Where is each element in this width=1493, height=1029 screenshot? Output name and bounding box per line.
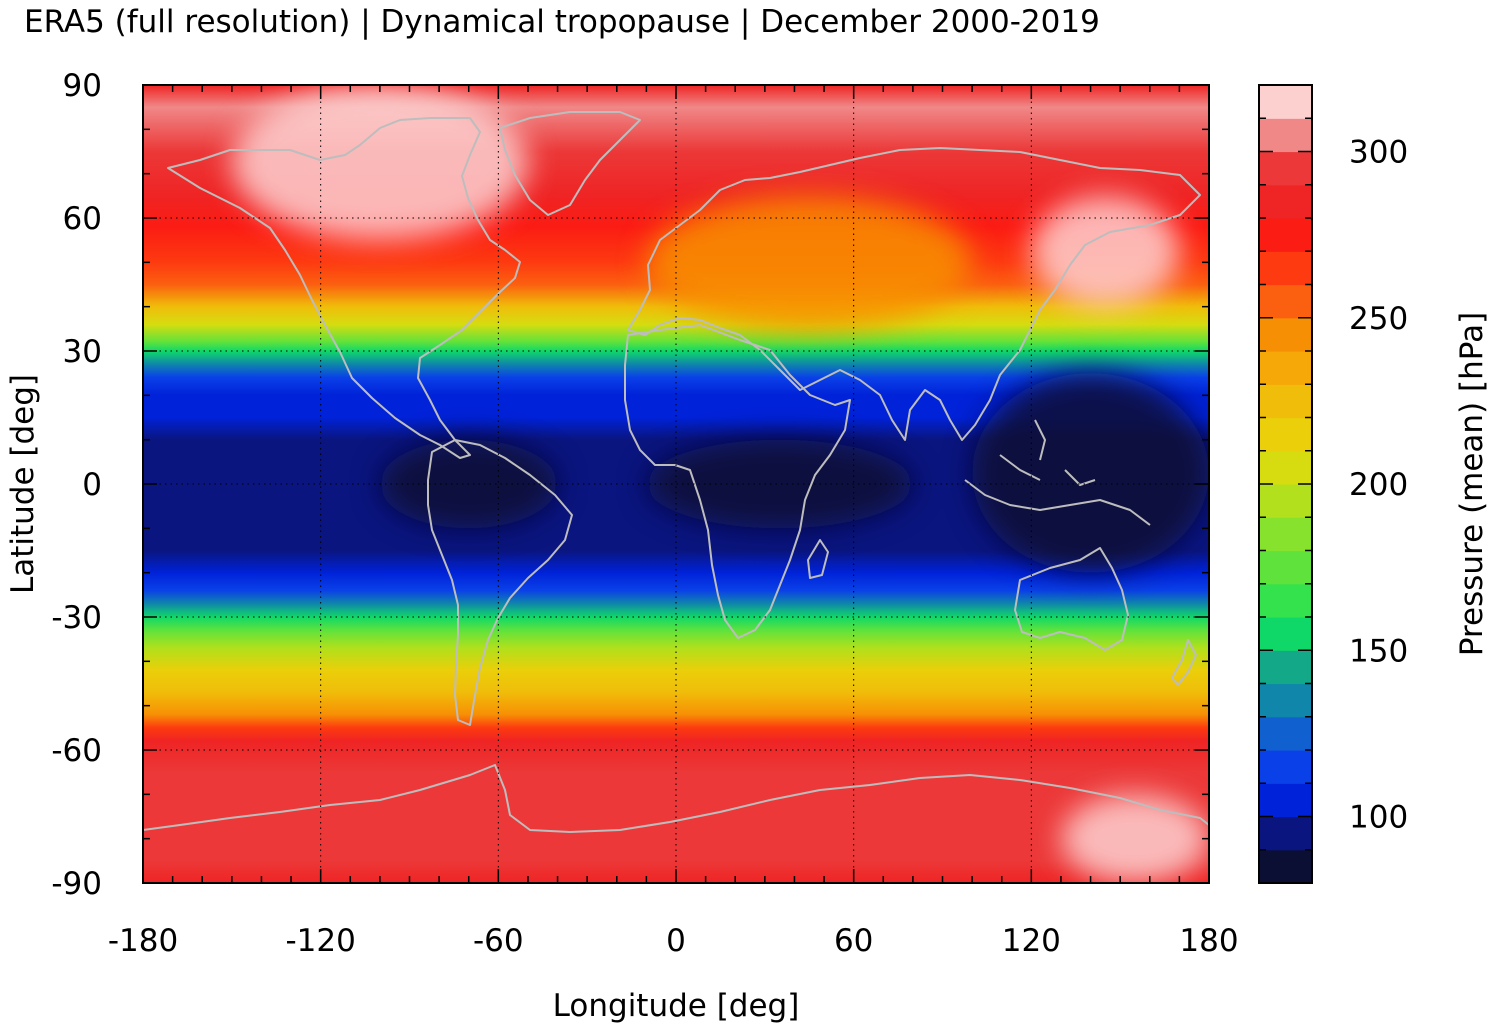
coastlines <box>143 111 1209 833</box>
colorbar-level <box>1259 218 1312 252</box>
y-tick-label: 90 <box>63 68 102 104</box>
colorbar-level <box>1259 550 1312 585</box>
coastline-maritime-continent <box>964 419 1151 526</box>
colorbar-level <box>1259 816 1312 851</box>
colorbar-level <box>1259 484 1312 518</box>
colorbar-tick-label: 250 <box>1349 301 1408 337</box>
x-axis-label: Longitude [deg] <box>553 988 800 1024</box>
coastline-south-america <box>427 439 573 726</box>
colorbar-level <box>1259 750 1312 784</box>
coastline-europe-asia <box>627 147 1201 441</box>
coastline-new-zealand <box>1171 639 1197 686</box>
colorbar-level <box>1259 251 1312 286</box>
colorbar-level <box>1259 517 1312 552</box>
chart-title: ERA5 (full resolution) | Dynamical tropo… <box>24 4 1100 40</box>
pressure-anomaly <box>646 195 973 329</box>
y-tick-label: 0 <box>82 467 102 503</box>
colorbar-level <box>1259 617 1312 651</box>
pressure-anomaly <box>972 373 1209 573</box>
colorbar-ticks: 100 150 200 250 300 <box>1259 84 1408 884</box>
coastline-north-america <box>167 117 521 459</box>
colorbar-level <box>1259 284 1312 319</box>
x-tick-label: 120 <box>1002 923 1061 959</box>
colorbar-tick-label: 200 <box>1349 467 1408 503</box>
colorbar-level <box>1259 85 1312 119</box>
colorbar-level <box>1259 118 1312 153</box>
y-tick-label: 60 <box>63 201 102 237</box>
pressure-anomaly <box>231 85 528 241</box>
x-tick-label: -60 <box>473 923 524 959</box>
coastline-australia <box>1014 547 1129 651</box>
coastline-antarctica <box>143 764 1209 833</box>
axis-ticks <box>142 84 1210 884</box>
colorbar-level <box>1259 417 1312 452</box>
y-axis-label: Latitude [deg] <box>5 374 41 594</box>
colorbar-tick-label: 300 <box>1349 135 1408 171</box>
x-tick-label: 180 <box>1179 923 1238 959</box>
colorbar-tick-label: 150 <box>1349 633 1408 669</box>
x-tick-label: -180 <box>108 923 178 959</box>
colorbar-level <box>1259 683 1312 718</box>
colorbar-label: Pressure (mean) [hPa] <box>1454 312 1490 656</box>
y-tick-label: -60 <box>51 733 102 769</box>
colorbar-level <box>1259 650 1312 685</box>
pressure-anomaly <box>1031 195 1180 307</box>
colorbar-level <box>1259 716 1312 751</box>
coastline-greenland <box>499 111 641 216</box>
x-tick-label: 0 <box>666 923 686 959</box>
colorbar-level <box>1259 351 1312 385</box>
coastline-madagascar <box>807 539 829 579</box>
colorbar-level <box>1259 184 1312 219</box>
colorbar-level <box>1259 783 1312 818</box>
colorbar-tick-label: 100 <box>1349 800 1408 836</box>
colorbar-level <box>1259 450 1312 485</box>
x-tick-label: -120 <box>285 923 355 959</box>
y-axis-tick-labels: 90 60 30 0 -30 -60 -90 <box>51 68 102 902</box>
y-tick-label: -30 <box>51 600 102 636</box>
x-tick-label: 60 <box>834 923 873 959</box>
coastline-africa <box>624 324 851 639</box>
colorbar-level <box>1259 849 1312 884</box>
regional-pressure-anomalies <box>231 85 1209 883</box>
colorbar-level <box>1259 151 1312 186</box>
colorbar-level <box>1259 384 1312 419</box>
colorbar-level <box>1259 317 1312 352</box>
map-area <box>143 85 1209 883</box>
y-tick-label: -90 <box>51 866 102 902</box>
graticule <box>143 85 1209 883</box>
pressure-anomaly <box>1060 794 1209 883</box>
pressure-anomaly <box>646 439 913 529</box>
y-tick-label: 30 <box>63 334 102 370</box>
colorbar <box>1259 85 1312 884</box>
colorbar-level <box>1259 583 1312 618</box>
x-axis-tick-labels: -180 -120 -60 0 60 120 180 <box>108 923 1239 959</box>
